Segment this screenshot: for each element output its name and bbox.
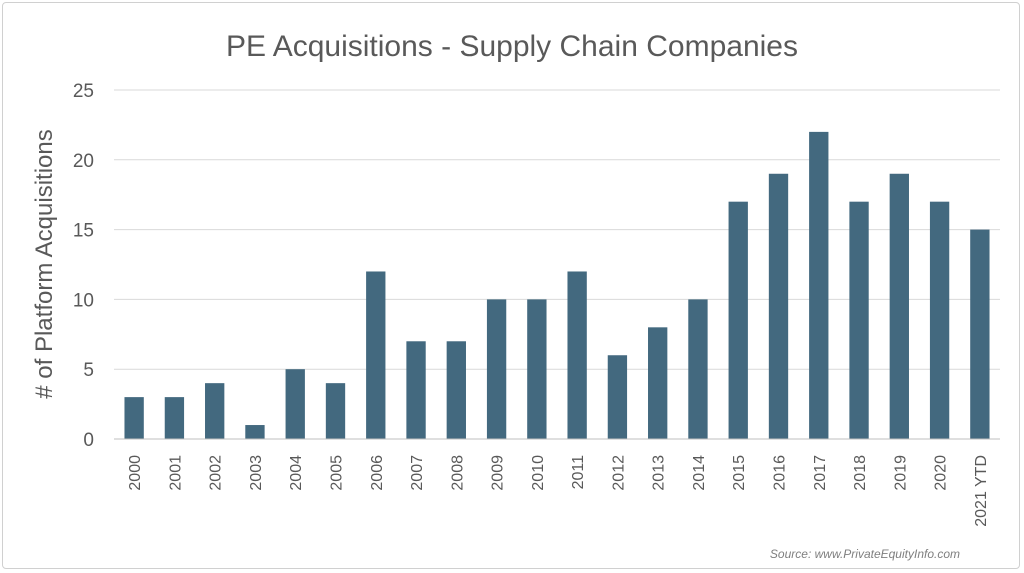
- bar-2004: [285, 369, 305, 439]
- y-tick-label: 20: [73, 151, 94, 172]
- y-tick-label: 10: [73, 290, 94, 311]
- x-tick-label: 2017: [812, 455, 829, 491]
- y-tick-label: 0: [83, 430, 94, 451]
- x-tick-label: 2020: [933, 455, 950, 491]
- x-tick-labels: 2000 2001 2002 2003 2004 2005 2006 2007 2008 2009…: [127, 455, 990, 527]
- x-tick-label: 2001: [167, 455, 184, 491]
- bar-2003: [245, 425, 265, 439]
- bar-2021-ytd: [970, 229, 990, 439]
- y-tick-labels: 0 5 10 15 20 25: [73, 81, 94, 451]
- x-tick-label: 2009: [490, 455, 507, 491]
- x-tick-label: 2011: [570, 455, 587, 490]
- y-tick-label: 25: [73, 81, 94, 102]
- x-tick-label: 2015: [731, 455, 748, 491]
- bar-2012: [607, 355, 628, 439]
- bar-2013: [648, 327, 668, 439]
- chart-title: PE Acquisitions - Supply Chain Companies: [226, 30, 798, 63]
- x-tick-label: 2007: [409, 455, 426, 491]
- bar-2001: [164, 397, 185, 439]
- bar-2020: [929, 201, 950, 439]
- x-tick-label: 2014: [691, 455, 708, 491]
- x-tick-label: 2008: [449, 455, 466, 491]
- bar-2007: [406, 341, 426, 439]
- bars: [124, 131, 990, 439]
- x-tick-label: 2016: [772, 455, 789, 491]
- x-tick-label: 2000: [127, 455, 144, 491]
- y-tick-label: 15: [73, 221, 94, 242]
- bar-2010: [527, 299, 547, 439]
- bar-2016: [768, 173, 789, 439]
- bar-2005: [325, 383, 346, 439]
- bar-2019: [889, 173, 909, 439]
- x-tick-label: 2005: [329, 455, 346, 491]
- x-tick-label: 2010: [530, 455, 547, 491]
- source-note: Source: www.PrivateEquityInfo.com: [770, 547, 960, 561]
- bar-2009: [486, 299, 507, 439]
- bar-2014: [688, 299, 708, 439]
- y-tick-label: 5: [83, 360, 94, 381]
- x-tick-label: 2004: [288, 455, 305, 491]
- x-tick-label: 2013: [651, 455, 668, 491]
- x-tick-label: 2003: [248, 455, 265, 491]
- x-tick-label: 2002: [208, 455, 225, 491]
- bar-2000: [124, 397, 144, 439]
- bar-2015: [728, 201, 748, 439]
- x-tick-label: 2019: [892, 455, 909, 491]
- x-tick-label: 2021 YTD: [973, 455, 990, 527]
- bar-2017: [809, 131, 829, 439]
- x-tick-label: 2012: [610, 455, 627, 491]
- x-tick-label: 2006: [369, 455, 386, 491]
- bar-2011: [567, 271, 587, 439]
- bar-2018: [849, 201, 869, 439]
- bar-2002: [205, 383, 225, 439]
- x-tick-label: 2018: [852, 455, 869, 491]
- bar-2006: [366, 271, 386, 439]
- bar-2008: [446, 341, 466, 439]
- y-axis-label: # of Platform Acquisitions: [31, 129, 58, 398]
